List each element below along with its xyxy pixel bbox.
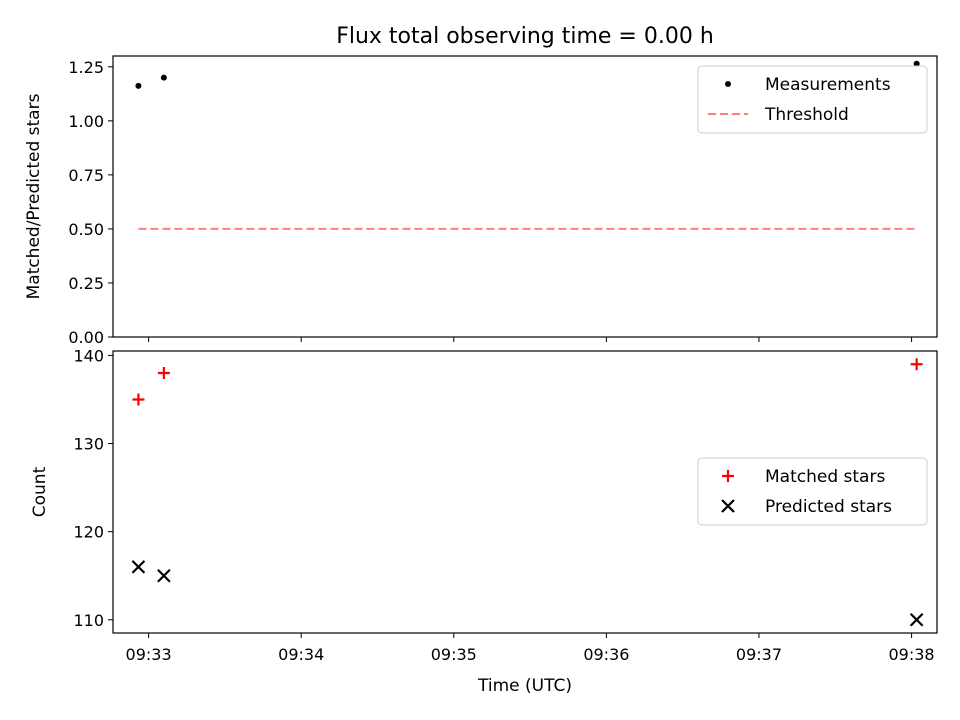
legend-label: Predicted stars <box>765 497 892 517</box>
y-tick-label: 130 <box>73 435 104 454</box>
y-tick-label: 1.25 <box>68 58 104 77</box>
chart-title: Flux total observing time = 0.00 h <box>336 24 714 49</box>
y-tick-label: 0.50 <box>68 220 104 239</box>
y-tick-label: 120 <box>73 523 104 542</box>
y-tick-label: 110 <box>73 611 104 630</box>
legend-label: Measurements <box>765 75 891 95</box>
y-tick-label: 0.75 <box>68 166 104 185</box>
measurement-point <box>913 60 920 67</box>
legend-box <box>697 457 928 526</box>
measurement-point <box>135 82 142 89</box>
legend-predicted-swatch <box>721 499 735 513</box>
y-tick-label: 0.00 <box>68 328 104 347</box>
legend-measurement-swatch <box>725 81 731 87</box>
ratio-panel: 0.00 0.25 0.50 0.75 1.00 1.25 Matched/Predicte… <box>24 55 938 347</box>
y-tick-label: 140 <box>73 346 104 365</box>
y-axis-label: Matched/Predicted stars <box>24 93 44 299</box>
x-tick-label: 09:37 <box>736 645 782 664</box>
x-tick-label: 09:36 <box>583 645 629 664</box>
predicted-stars-point <box>131 560 146 574</box>
legend-box <box>697 65 928 134</box>
legend-label: Matched stars <box>765 467 885 487</box>
axes-frame <box>112 55 938 338</box>
y-tick-label: 1.00 <box>68 112 104 131</box>
y-tick-label: 0.25 <box>68 274 104 293</box>
x-tick-label: 09:34 <box>278 645 324 664</box>
count-panel: 110 120 130 140 09:33 09:34 09:35 09:36 09:37 09:… <box>30 346 938 664</box>
x-tick-label: 09:35 <box>431 645 477 664</box>
predicted-stars-point <box>909 613 924 627</box>
matched-stars-point <box>910 358 923 371</box>
x-tick-label: 09:38 <box>889 645 935 664</box>
matched-stars-point <box>157 367 170 380</box>
predicted-stars-point <box>157 568 171 583</box>
legend-matched-swatch <box>722 470 734 482</box>
x-axis-label: Time (UTC) <box>477 676 572 696</box>
axes-frame <box>112 350 938 634</box>
x-tick-label: 09:33 <box>126 645 172 664</box>
matched-stars-point <box>132 393 145 406</box>
measurement-point <box>160 74 167 81</box>
legend-label: Threshold <box>764 105 849 125</box>
y-axis-label: Count <box>30 466 50 517</box>
